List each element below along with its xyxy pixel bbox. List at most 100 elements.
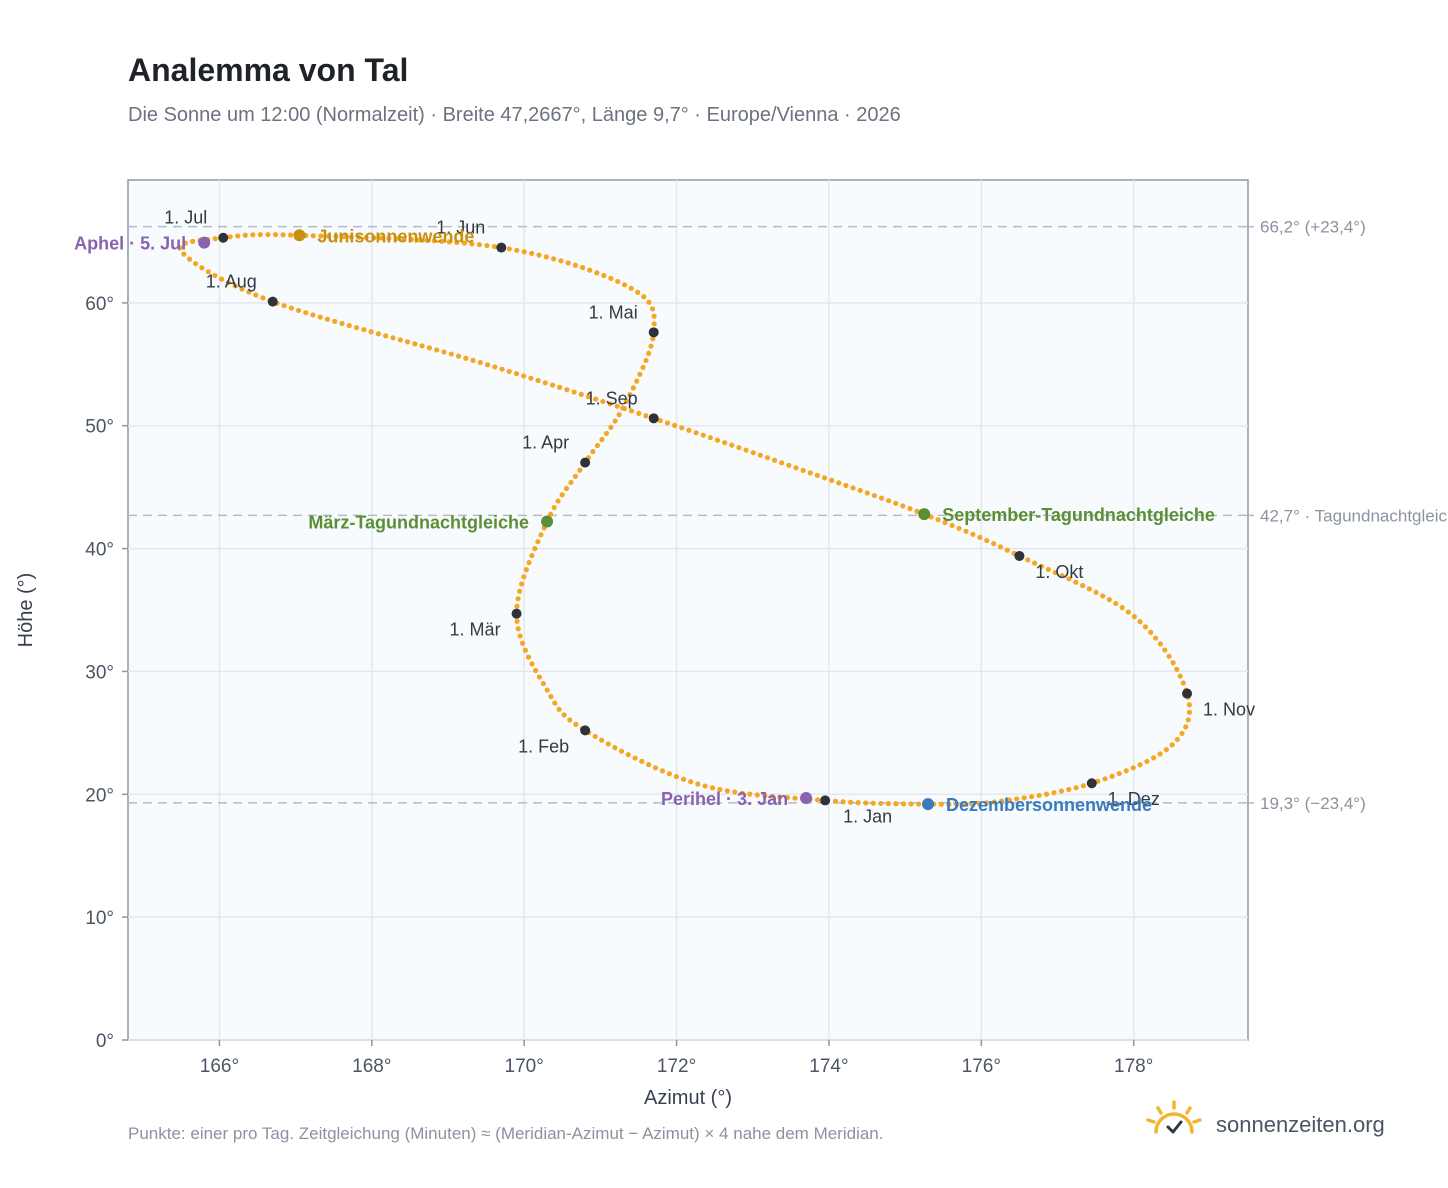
daily-sun-point (551, 256, 557, 262)
daily-sun-point (1169, 742, 1175, 748)
daily-sun-point (363, 234, 369, 241)
daily-sun-point (743, 447, 749, 453)
daily-sun-point (673, 773, 680, 780)
daily-sun-point (1093, 589, 1099, 595)
daily-sun-point (412, 341, 418, 347)
daily-sun-point (324, 316, 331, 322)
daily-sun-point (288, 305, 294, 311)
daily-sun-point (1142, 624, 1149, 630)
daily-sun-point (1123, 768, 1129, 774)
daily-sun-point (280, 232, 286, 238)
daily-sun-point (386, 235, 392, 241)
daily-sun-point (533, 667, 539, 674)
daily-sun-point (607, 401, 613, 407)
daily-sun-point (1177, 673, 1183, 679)
daily-sun-point (666, 771, 673, 777)
x-axis-label: Azimut (°) (644, 1087, 732, 1109)
daily-sun-point (506, 246, 512, 252)
daily-sun-point (225, 279, 231, 286)
chart-subtitle: Die Sonne um 12:00 (Normalzeit) · Breite… (128, 104, 901, 126)
daily-sun-point (900, 801, 907, 807)
month-marker (580, 457, 591, 468)
daily-sun-point (991, 541, 997, 547)
daily-sun-point (769, 793, 775, 800)
daily-sun-point (232, 283, 238, 289)
month-marker-label: 1. Jun (436, 218, 485, 238)
daily-sun-point (559, 492, 565, 498)
daily-sun-point (535, 539, 541, 545)
brand[interactable]: sonnenzeiten.org (1146, 1100, 1406, 1150)
daily-sun-point (514, 247, 520, 253)
daily-sun-point (659, 768, 666, 774)
month-marker (1182, 688, 1193, 699)
daily-sun-point (446, 239, 452, 245)
daily-sun-point (616, 412, 622, 418)
daily-sun-point (564, 387, 570, 393)
daily-sun-point (747, 791, 753, 797)
daily-sun-point (977, 534, 983, 540)
daily-sun-point (514, 618, 520, 624)
special-point-marker (198, 236, 211, 249)
y-tick-label: 0° (96, 1031, 114, 1052)
daily-sun-point (577, 467, 583, 473)
daily-sun-point (1130, 765, 1136, 771)
daily-sun-point (506, 368, 512, 375)
daily-sun-point (205, 269, 211, 275)
daily-sun-point (628, 285, 634, 291)
daily-sun-point (547, 511, 554, 517)
daily-sun-point (573, 721, 579, 728)
daily-sun-point (1073, 785, 1079, 791)
y-tick-label: 20° (85, 785, 114, 806)
daily-sun-point (499, 366, 505, 372)
daily-sun-point (1109, 773, 1115, 779)
daily-sun-point (850, 485, 856, 491)
daily-sun-point (614, 403, 620, 409)
daily-sun-point (426, 345, 433, 351)
x-tick-label: 166° (200, 1056, 239, 1077)
daily-sun-point (729, 442, 735, 448)
daily-sun-point (688, 779, 694, 785)
daily-sun-point (393, 236, 400, 242)
daily-sun-point (600, 398, 606, 405)
daily-sun-point (1025, 557, 1031, 563)
daily-sun-point (514, 603, 520, 609)
x-tick-label: 170° (505, 1056, 544, 1077)
daily-sun-point (1170, 660, 1176, 666)
daily-sun-point (594, 442, 601, 449)
daily-sun-point (548, 693, 554, 700)
daily-sun-point (401, 236, 407, 242)
daily-sun-point (1125, 609, 1131, 615)
daily-sun-point (551, 504, 557, 511)
daily-sun-point (557, 384, 563, 390)
daily-sun-point (762, 793, 768, 799)
daily-sun-point (1086, 586, 1092, 592)
daily-sun-point (434, 347, 440, 353)
daily-sun-point (885, 801, 892, 807)
special-point-marker (918, 508, 931, 521)
daily-sun-point (239, 286, 245, 292)
daily-sun-point (572, 473, 579, 479)
daily-sun-point (404, 339, 411, 345)
special-point-marker (293, 229, 306, 242)
daily-sun-point (643, 413, 649, 419)
reference-line-label: 19,3° (−23,4°) (1260, 794, 1366, 813)
daily-sun-point (540, 680, 546, 687)
month-marker (648, 327, 659, 338)
daily-sun-point (1006, 797, 1012, 803)
y-axis-label: Höhe (°) (15, 573, 37, 648)
month-marker-label: 1. Okt (1035, 562, 1083, 582)
daily-sun-point (900, 503, 906, 509)
daily-sun-point (649, 306, 656, 312)
daily-sun-point (578, 391, 584, 397)
daily-sun-point (517, 588, 523, 594)
daily-sun-point (1102, 776, 1108, 782)
daily-sun-point (815, 797, 821, 803)
daily-sun-point (886, 498, 892, 504)
daily-sun-point (265, 231, 271, 238)
daily-sun-point (517, 633, 523, 639)
daily-sun-point (346, 322, 352, 329)
daily-sun-point (757, 452, 763, 458)
y-tick-label: 50° (85, 417, 114, 438)
daily-sun-point (807, 470, 813, 476)
